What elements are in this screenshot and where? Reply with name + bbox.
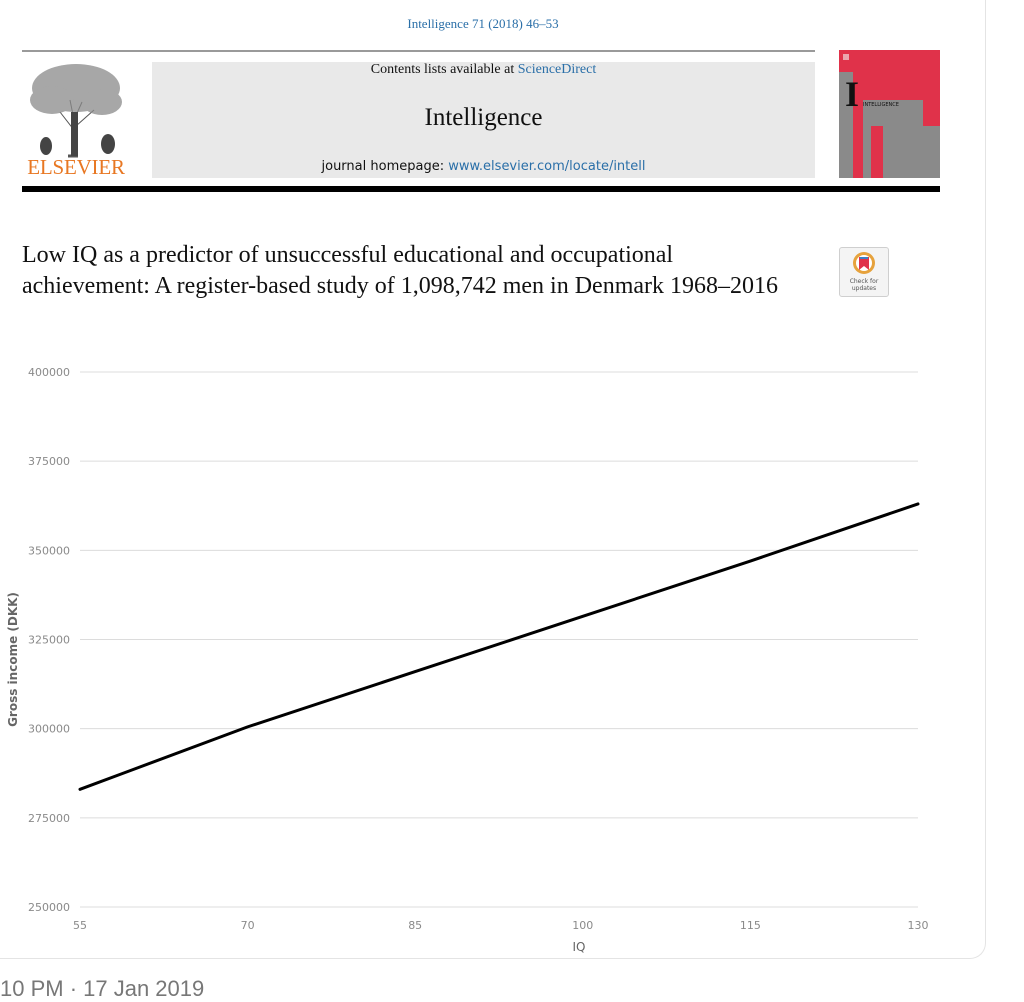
cover-letter: I bbox=[845, 74, 859, 114]
income-line bbox=[80, 504, 918, 789]
income-iq-chart: 400000 375000 350000 325000 300000 275000 2500… bbox=[0, 350, 960, 960]
y-tick-label: 275000 bbox=[28, 812, 70, 825]
homepage-link[interactable]: www.elsevier.com/locate/intell bbox=[448, 159, 645, 174]
elsevier-wordmark: ELSEVIER bbox=[22, 155, 130, 180]
y-axis-title: Gross income (DKK) bbox=[6, 592, 20, 727]
y-tick-label: 375000 bbox=[28, 455, 70, 468]
journal-cover[interactable]: I INTELLIGENCE bbox=[839, 50, 940, 178]
homepage-line: journal homepage: www.elsevier.com/locat… bbox=[152, 159, 815, 174]
x-tick-label: 70 bbox=[241, 919, 255, 932]
check-updates-icon bbox=[840, 248, 888, 278]
journal-name: Intelligence bbox=[152, 104, 815, 132]
journal-citation[interactable]: Intelligence 71 (2018) 46–53 bbox=[0, 16, 966, 32]
y-tick-label: 325000 bbox=[28, 634, 70, 647]
check-updates-label: Check for updates bbox=[840, 278, 888, 292]
x-tick-label: 55 bbox=[73, 919, 87, 932]
tree-icon bbox=[22, 60, 130, 158]
x-tick-label: 85 bbox=[408, 919, 422, 932]
y-tick-label: 400000 bbox=[28, 366, 70, 379]
tweet-timestamp[interactable]: 10 PM · 17 Jan 2019 bbox=[0, 976, 204, 1002]
x-tick-label: 130 bbox=[908, 919, 929, 932]
journal-cover-image: I INTELLIGENCE bbox=[839, 50, 940, 178]
x-tick-label: 115 bbox=[740, 919, 761, 932]
check-for-updates-badge[interactable]: Check for updates bbox=[839, 247, 889, 297]
article-title: Low IQ as a predictor of unsuccessful ed… bbox=[22, 240, 802, 302]
y-tick-label: 300000 bbox=[28, 723, 70, 736]
homepage-label: journal homepage: bbox=[322, 159, 449, 174]
elsevier-logo[interactable]: ELSEVIER bbox=[22, 60, 130, 180]
contents-prefix: Contents lists available at bbox=[371, 62, 518, 77]
sciencedirect-link[interactable]: ScienceDirect bbox=[518, 62, 597, 77]
y-tick-label: 350000 bbox=[28, 544, 70, 557]
cover-title: INTELLIGENCE bbox=[863, 102, 899, 108]
tweet-card: Intelligence 71 (2018) 46–53 ELSEVIER Co… bbox=[0, 0, 986, 959]
journal-header: Contents lists available at ScienceDirec… bbox=[152, 62, 815, 178]
x-tick-label: 100 bbox=[572, 919, 593, 932]
y-tick-label: 250000 bbox=[28, 901, 70, 914]
header-bottom-rule bbox=[22, 186, 940, 192]
contents-line: Contents lists available at ScienceDirec… bbox=[152, 62, 815, 78]
x-axis-title: IQ bbox=[573, 940, 586, 954]
header-rule bbox=[22, 50, 815, 52]
